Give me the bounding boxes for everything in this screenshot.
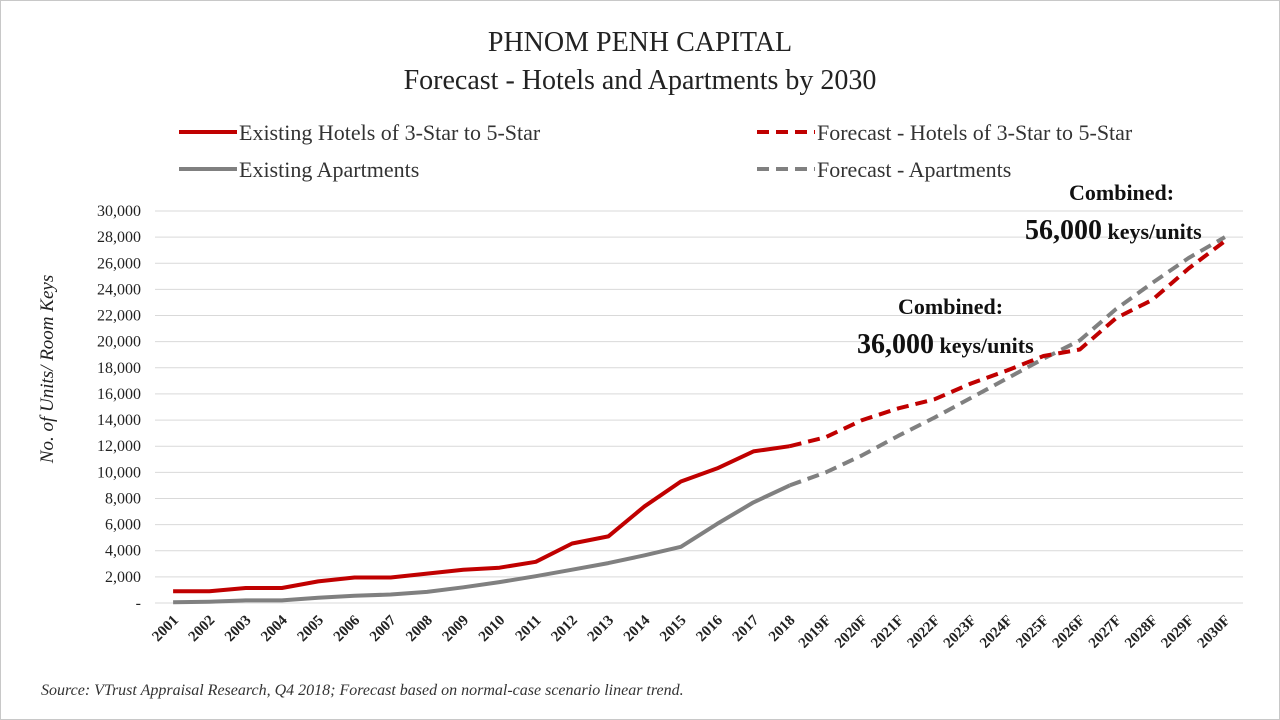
x-tick-label: 2005 <box>295 613 328 646</box>
annotation-head: Combined: <box>898 294 1003 319</box>
y-tick-label: 16,000 <box>97 386 141 403</box>
annotation-unit: keys/units <box>934 333 1034 358</box>
x-tick-label: 2026F <box>1050 613 1089 652</box>
legend-item-apartments-existing: Existing Apartments <box>179 157 419 182</box>
x-tick-label: 2013 <box>585 613 618 646</box>
gridlines <box>155 210 1243 604</box>
chart-title: PHNOM PENH CAPITAL <box>488 27 792 58</box>
x-tick-label: 2016 <box>693 612 726 645</box>
y-tick-label: 18,000 <box>97 360 141 377</box>
y-axis-ticks: - 2,000 4,000 6,000 8,000 10,000 12,000 14,000 1… <box>97 203 141 612</box>
annotation-unit: keys/units <box>1102 219 1202 244</box>
y-tick-label: 30,000 <box>97 203 141 220</box>
x-tick-label: 2015 <box>657 613 690 646</box>
x-tick-label: 2002 <box>186 613 219 646</box>
x-tick-label: 2020F <box>832 613 871 652</box>
x-tick-label: 2010 <box>476 613 509 646</box>
y-tick-label: 24,000 <box>97 281 141 298</box>
series-line-hotels-existing <box>173 444 790 594</box>
x-tick-label: 2029F <box>1158 613 1197 652</box>
legend-item-hotels-forecast: Forecast - Hotels of 3-Star to 5-Star <box>757 120 1133 145</box>
x-tick-label: 2009 <box>440 613 473 646</box>
x-tick-label: 2017 <box>730 612 763 645</box>
x-tick-label: 2011 <box>513 613 545 645</box>
x-tick-label: 2001 <box>149 613 182 646</box>
x-tick-label: 2030F <box>1195 613 1234 652</box>
chart-subtitle: Forecast - Hotels and Apartments by 2030 <box>404 65 877 96</box>
series-line-apartments-forecast <box>789 235 1226 488</box>
x-tick-label: 2003 <box>222 613 255 646</box>
series-line-apartments-existing <box>173 483 791 605</box>
y-tick-label: 28,000 <box>97 229 141 246</box>
y-tick-label: 2,000 <box>105 569 141 586</box>
annotation-value: 36,000 keys/units <box>857 329 1034 360</box>
source-note: Source: VTrust Appraisal Research, Q4 20… <box>41 682 684 699</box>
legend-label: Forecast - Apartments <box>817 157 1011 182</box>
x-axis-ticks: 2001 2002 2003 2004 2005 2006 2007 2008 2009 2010… <box>149 612 1233 651</box>
annotation-2030: Combined: 56,000 keys/units <box>1025 180 1202 246</box>
series-line-hotels-forecast <box>789 239 1227 449</box>
x-tick-label: 2008 <box>403 613 436 646</box>
annotation-number: 36,000 <box>857 329 934 360</box>
x-tick-label: 2027F <box>1086 613 1125 652</box>
x-tick-label: 2019F <box>796 613 835 652</box>
y-axis-title: No. of Units/ Room Keys <box>37 275 58 464</box>
legend-label: Forecast - Hotels of 3-Star to 5-Star <box>817 120 1133 145</box>
x-tick-label: 2028F <box>1122 613 1161 652</box>
x-tick-label: 2023F <box>941 613 980 652</box>
x-tick-label: 2014 <box>621 612 654 645</box>
y-tick-label: 12,000 <box>97 438 141 455</box>
legend-label: Existing Hotels of 3-Star to 5-Star <box>239 120 541 145</box>
series-lines <box>173 235 1227 605</box>
legend-item-hotels-existing: Existing Hotels of 3-Star to 5-Star <box>179 120 541 145</box>
x-tick-label: 2007 <box>367 612 400 645</box>
legend-item-apartments-forecast: Forecast - Apartments <box>757 157 1011 182</box>
y-tick-label: - <box>136 595 141 612</box>
annotation-head: Combined: <box>1069 180 1174 205</box>
x-tick-label: 2006 <box>331 612 364 645</box>
y-tick-label: 10,000 <box>97 464 141 481</box>
y-tick-label: 22,000 <box>97 308 141 325</box>
x-tick-label: 2024F <box>977 613 1016 652</box>
annotation-2025: Combined: 36,000 keys/units <box>857 294 1034 360</box>
y-tick-label: 4,000 <box>105 543 141 560</box>
annotation-number: 56,000 <box>1025 215 1102 246</box>
y-tick-label: 26,000 <box>97 255 141 272</box>
y-tick-label: 8,000 <box>105 490 141 507</box>
y-tick-label: 20,000 <box>97 334 141 351</box>
y-tick-label: 14,000 <box>97 412 141 429</box>
y-tick-label: 6,000 <box>105 517 141 534</box>
x-tick-label: 2004 <box>258 612 291 645</box>
annotation-value: 56,000 keys/units <box>1025 215 1202 246</box>
x-tick-label: 2012 <box>548 613 581 646</box>
x-tick-label: 2021F <box>868 613 907 652</box>
x-tick-label: 2018 <box>766 613 799 646</box>
legend-label: Existing Apartments <box>239 157 419 182</box>
x-tick-label: 2025F <box>1013 613 1052 652</box>
legend: Existing Hotels of 3-Star to 5-Star Fore… <box>179 120 1133 182</box>
x-tick-label: 2022F <box>905 613 944 652</box>
